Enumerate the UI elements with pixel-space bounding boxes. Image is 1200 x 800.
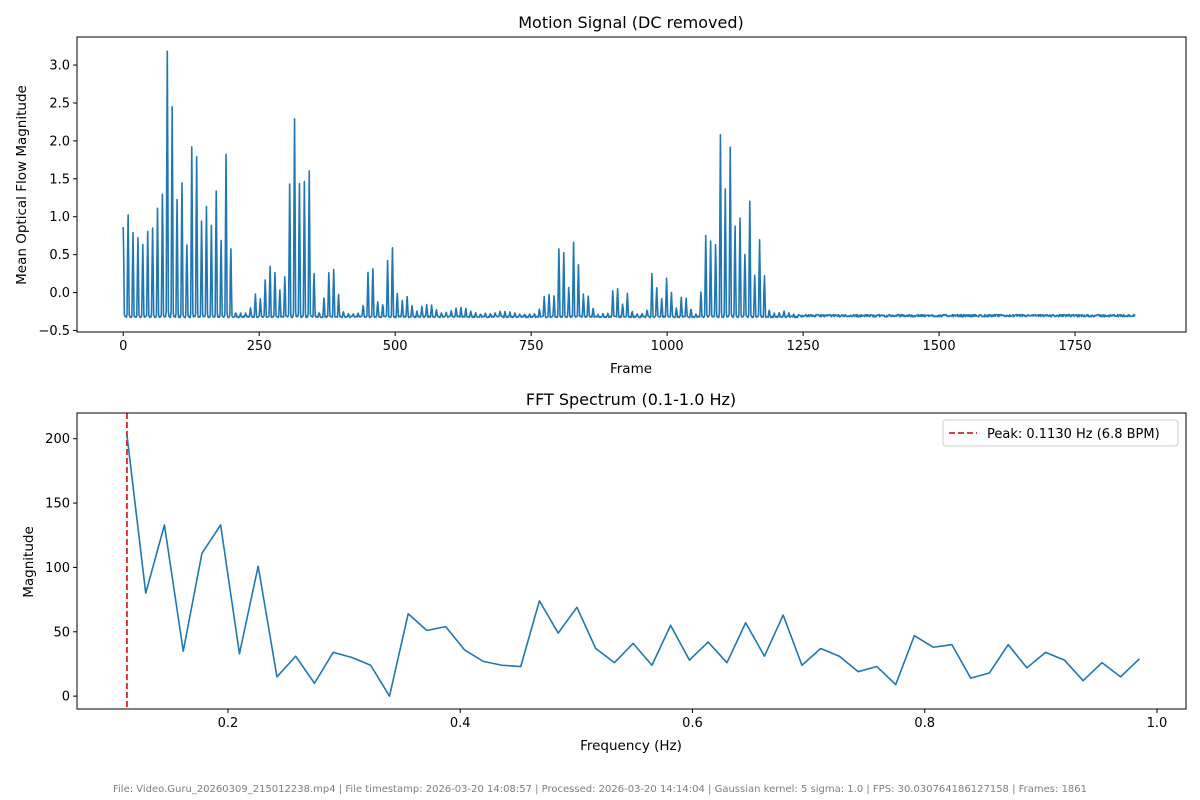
chart1-ylabel: Mean Optical Flow Magnitude <box>14 85 30 285</box>
chart2-frame <box>76 412 1187 710</box>
chart2-ticks: 0.2 0.4 0.6 0.8 1.0 0 50 100 150 200 <box>45 432 1167 731</box>
chart2-xtick-label: 0.6 <box>682 716 703 731</box>
chart2-spectrum-line <box>126 434 1140 697</box>
chart1-ytick-label: 0.5 <box>49 248 70 263</box>
chart2-ytick-label: 100 <box>45 561 70 576</box>
chart1-ytick-label: 2.5 <box>49 96 70 111</box>
chart2-legend: Peak: 0.1130 Hz (6.8 BPM) <box>942 419 1179 447</box>
chart1-xtick-label: 1500 <box>923 339 956 354</box>
chart2-ytick-label: 200 <box>45 432 70 447</box>
legend-label: Peak: 0.1130 Hz (6.8 BPM) <box>987 427 1160 442</box>
chart2-ytick-label: 50 <box>53 625 70 640</box>
footer-metadata: File: Video.Guru_20260309_215012238.mp4 … <box>113 784 1087 795</box>
chart2-ytick-label: 0 <box>62 690 70 705</box>
chart2-xtick-label: 0.8 <box>914 716 935 731</box>
chart1-xtick-label: 1250 <box>787 339 820 354</box>
chart2-title: FFT Spectrum (0.1-1.0 Hz) <box>526 390 736 409</box>
chart2-xlabel: Frequency (Hz) <box>580 738 682 754</box>
chart1-frame <box>76 36 1187 333</box>
chart1-ytick-label: 1.0 <box>49 210 70 225</box>
chart2-xtick-label: 0.2 <box>218 716 239 731</box>
chart1-ytick-label: 3.0 <box>49 59 70 74</box>
chart1-xtick-label: 1000 <box>651 339 684 354</box>
chart1-xtick-label: 750 <box>519 339 544 354</box>
chart1-xlabel: Frame <box>610 361 652 377</box>
chart1-xtick-label: 1750 <box>1058 339 1091 354</box>
legend-box <box>942 419 1179 447</box>
chart2-ylabel: Magnitude <box>21 526 37 598</box>
chart1-xtick-label: 250 <box>247 339 272 354</box>
chart1-xtick-label: 0 <box>119 339 127 354</box>
fft-spectrum-chart: FFT Spectrum (0.1-1.0 Hz) Frequency (Hz)… <box>21 390 1187 754</box>
chart2-xtick-label: 1.0 <box>1147 716 1168 731</box>
chart1-xtick-label: 500 <box>383 339 408 354</box>
chart1-title: Motion Signal (DC removed) <box>518 13 744 32</box>
motion-signal-chart: Motion Signal (DC removed) Frame Mean Op… <box>14 13 1187 377</box>
chart1-ytick-label: 1.5 <box>49 172 70 187</box>
chart1-ytick-label: −0.5 <box>38 324 70 339</box>
chart1-ticks: 0 250 500 750 1000 1250 1500 1750 −0.5 0.0 0.5 1.0 1… <box>38 59 1091 354</box>
chart1-motion-line <box>122 50 1136 319</box>
chart2-xtick-label: 0.4 <box>450 716 471 731</box>
chart1-ytick-label: 2.0 <box>49 134 70 149</box>
chart1-ytick-label: 0.0 <box>49 286 70 301</box>
chart2-ytick-label: 150 <box>45 497 70 512</box>
